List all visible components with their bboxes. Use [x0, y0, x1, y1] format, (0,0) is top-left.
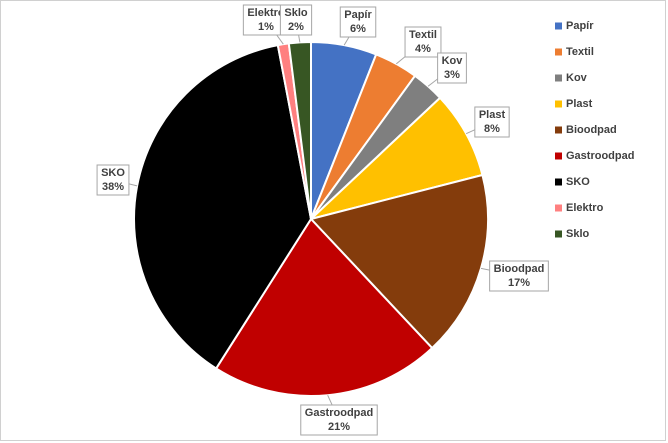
label-value: 38%	[102, 181, 124, 193]
label-box	[437, 52, 467, 84]
label-category: Textil	[409, 29, 437, 41]
legend-label: Kov	[566, 72, 588, 84]
label-category: Papír	[344, 9, 372, 21]
data-label: SKO 38%	[96, 164, 130, 196]
label-box	[489, 260, 549, 292]
data-label: Plast 8%	[474, 106, 510, 138]
data-label: Papír 6%	[339, 6, 377, 38]
label-value: 3%	[444, 69, 460, 81]
label-value: 21%	[328, 421, 350, 433]
legend-label: Sklo	[566, 228, 590, 240]
pie-slice	[214, 217, 434, 397]
data-label: Sklo 2%	[279, 4, 313, 36]
label-box	[96, 164, 130, 196]
legend-swatch	[555, 48, 562, 56]
label-value: 2%	[288, 21, 304, 33]
legend-label: Gastroodpad	[566, 150, 634, 162]
legend-label: Plast	[566, 98, 593, 110]
label-box	[279, 4, 313, 36]
label-box	[300, 404, 378, 436]
label-category: Bioodpad	[494, 263, 545, 275]
label-category: Sklo	[284, 7, 308, 19]
label-category: SKO	[101, 167, 125, 179]
label-value: 17%	[508, 277, 530, 289]
label-value: 6%	[350, 23, 366, 35]
legend-swatch	[555, 178, 562, 186]
label-value: 8%	[484, 123, 500, 135]
label-box	[339, 6, 377, 38]
legend-swatch	[555, 74, 562, 82]
legend-label: Elektro	[566, 202, 604, 214]
legend-swatch	[555, 152, 562, 160]
data-label: Gastroodpad 21%	[300, 404, 378, 436]
pie-slice	[309, 173, 489, 350]
label-category: Gastroodpad	[305, 407, 373, 419]
legend-swatch	[555, 22, 562, 30]
data-label: Kov 3%	[437, 52, 467, 84]
data-label: Elektro 1%	[242, 4, 290, 36]
label-category: Elektro	[247, 7, 285, 19]
label-category: Kov	[442, 55, 464, 67]
label-value: 4%	[415, 43, 431, 55]
label-box	[404, 26, 442, 58]
pie-slice	[133, 43, 313, 370]
label-category: Plast	[479, 109, 506, 121]
data-label: Bioodpad 17%	[489, 260, 549, 292]
label-value: 1%	[258, 21, 274, 33]
legend-label: SKO	[566, 176, 590, 188]
label-box	[474, 106, 510, 138]
legend-swatch	[555, 126, 562, 134]
legend-label: Bioodpad	[566, 124, 617, 136]
pie-slice	[310, 96, 484, 220]
legend-swatch	[555, 204, 562, 212]
data-label: Textil 4%	[404, 26, 442, 58]
legend-label: Papír	[566, 20, 594, 32]
legend-swatch	[555, 230, 562, 238]
legend-label: Textil	[566, 46, 594, 58]
legend-swatch	[555, 100, 562, 108]
